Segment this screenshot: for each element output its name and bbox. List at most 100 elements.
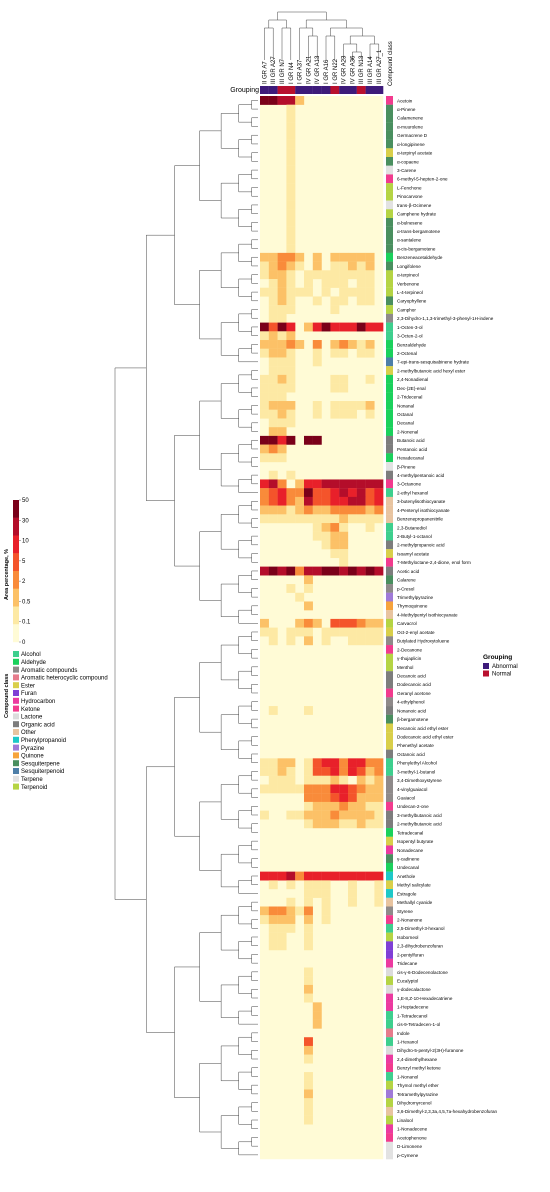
- compound-class-cell: [386, 383, 393, 393]
- heatmap-cell: [268, 706, 278, 715]
- dendrogram-branch: [220, 583, 239, 617]
- heatmap-cell: [330, 784, 340, 794]
- heatmap-cell: [260, 566, 269, 576]
- dendrogram-branch: [220, 453, 239, 487]
- heatmap-cell: [286, 636, 296, 646]
- heatmap-cell: [348, 322, 357, 332]
- heatmap-cell: [277, 514, 287, 524]
- heatmap-cell: [260, 331, 269, 341]
- compound-label: 2-Octenal: [397, 351, 417, 356]
- dendrogram-branch: [251, 605, 258, 615]
- heatmap-cell: [356, 505, 366, 515]
- heatmap-cell: [312, 322, 322, 332]
- dendrogram-branch: [251, 1006, 258, 1016]
- heatmap-cell: [312, 767, 322, 776]
- heatmap-cell: [365, 348, 375, 358]
- compound-label: α-bulnesene: [397, 220, 423, 225]
- heatmap-cell: [365, 296, 375, 306]
- compound-label: Indole: [397, 1031, 410, 1036]
- sample-label: IV GR A36: [350, 55, 356, 84]
- compound-label: Decanal: [397, 421, 414, 426]
- dendrogram-branch: [238, 1071, 252, 1090]
- compound-label: 2-Tridecenal: [397, 395, 422, 400]
- grouping-legend-label: Normal: [492, 672, 511, 678]
- heatmap-cell: [304, 775, 313, 785]
- compound-label: 1-Heptadecene: [397, 1005, 429, 1010]
- dendrogram-branch: [251, 100, 258, 110]
- heatmap-cell: [339, 252, 349, 262]
- compound-class-cell: [386, 479, 393, 489]
- compound-class-cell: [386, 157, 393, 166]
- heatmap-cell: [268, 296, 278, 306]
- heatmap-cell: [304, 1072, 313, 1081]
- compound-class-cell: [386, 976, 393, 986]
- heatmap-cell: [312, 514, 322, 524]
- heatmap-cell: [304, 566, 313, 576]
- heatmap-cell: [277, 261, 287, 271]
- dendrogram-branch: [238, 174, 252, 193]
- heatmap-cell: [268, 941, 278, 951]
- heatmap-cell: [321, 566, 331, 576]
- dendrogram-branch: [251, 989, 258, 999]
- compound-class-cell: [386, 531, 393, 541]
- class-legend-label: Other: [21, 730, 36, 736]
- dendrogram-branch: [251, 736, 258, 746]
- grouping-cell: [374, 86, 384, 94]
- compound-label: α-santalene: [397, 238, 422, 243]
- heatmap-cell: [277, 401, 287, 410]
- heatmap-cell: [365, 793, 375, 803]
- heatmap-cell: [339, 401, 349, 410]
- heatmap-cell: [356, 401, 366, 410]
- heatmap-cell: [374, 636, 384, 646]
- grouping-cell: [365, 86, 375, 94]
- heatmap-cell: [260, 270, 269, 280]
- dendrogram-branch: [264, 27, 274, 60]
- heatmap-cell: [286, 923, 296, 933]
- compound-class-cell: [386, 958, 393, 968]
- heatmap-cell: [365, 340, 375, 349]
- color-scale-swatch: [13, 624, 19, 643]
- compound-label: Octanal: [397, 412, 413, 417]
- compound-class-cell: [386, 453, 393, 463]
- heatmap-cell: [321, 322, 331, 332]
- heatmap-cell: [312, 775, 322, 785]
- class-legend-label: Alcohol: [21, 652, 41, 658]
- class-legend-swatch: [13, 760, 19, 767]
- compound-class-cell: [386, 862, 393, 872]
- heatmap-cell: [268, 636, 278, 646]
- heatmap-cell: [304, 1106, 313, 1116]
- heatmap-cell: [304, 601, 313, 611]
- heatmap-cell: [321, 915, 331, 925]
- compound-class-cell: [386, 261, 393, 271]
- heatmap-cell: [330, 566, 340, 576]
- dendrogram-branch: [251, 588, 258, 598]
- grouping-row-label: Grouping: [230, 87, 259, 94]
- heatmap-cell: [365, 775, 375, 785]
- heatmap-cell: [348, 793, 357, 803]
- compound-class-cell: [386, 967, 393, 977]
- heatmap-cell: [348, 636, 357, 646]
- compound-class-cell: [386, 130, 393, 140]
- heatmap-cell: [277, 409, 287, 419]
- heatmap-cell: [304, 636, 313, 646]
- heatmap-cell: [295, 871, 305, 881]
- heatmap-cell: [321, 775, 331, 785]
- dendrogram-branch: [174, 697, 200, 837]
- dendrogram-branch: [251, 788, 258, 798]
- heatmap-cell: [268, 279, 278, 288]
- compound-class-cell: [386, 819, 393, 829]
- sample-label: I GR N4: [289, 62, 295, 84]
- dendrogram-branch: [238, 104, 252, 123]
- heatmap-cell: [304, 871, 313, 881]
- compound-label: Guaiacol: [397, 795, 415, 800]
- compound-label: p-Cymene: [397, 1153, 419, 1158]
- compound-class-column-label: Compound class: [388, 41, 394, 86]
- heatmap-cell: [295, 261, 305, 271]
- dendrogram-branch: [251, 439, 258, 450]
- heatmap-cell: [304, 915, 313, 925]
- heatmap-cell: [330, 322, 340, 332]
- compound-label: α-terpinyl acetate: [397, 151, 433, 156]
- class-legend-label: Ketone: [21, 707, 41, 713]
- compound-class-cell: [386, 993, 393, 1003]
- heatmap-cell: [286, 340, 296, 349]
